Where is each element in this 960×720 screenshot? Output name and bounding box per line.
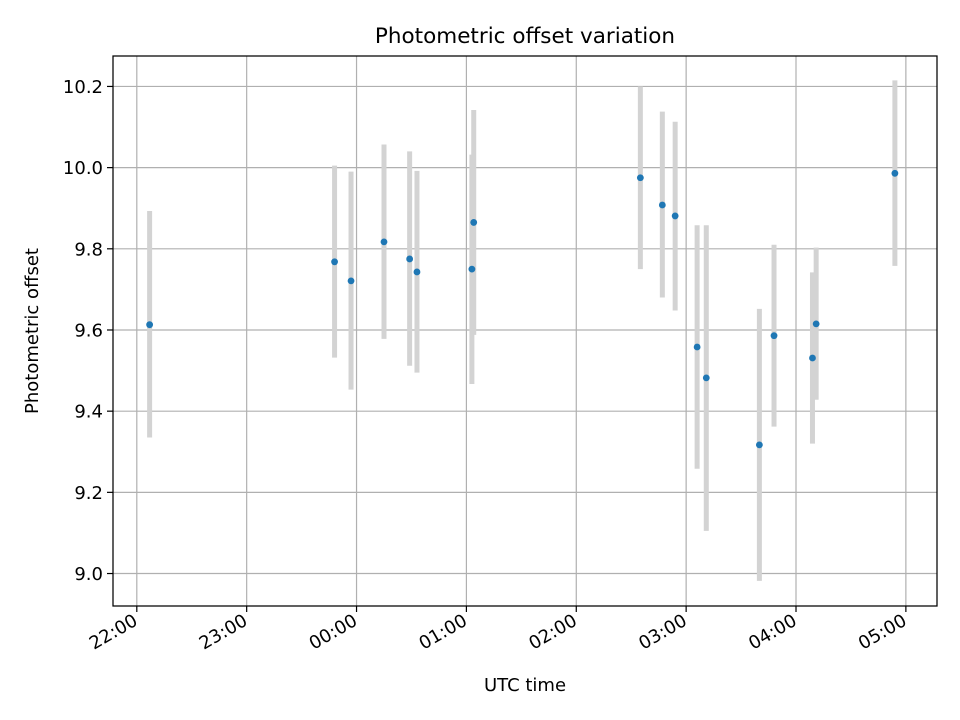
data-point (672, 213, 679, 220)
data-point (381, 239, 388, 246)
data-point (348, 277, 355, 284)
y-tick-label: 9.2 (74, 483, 103, 504)
chart-canvas: 22:00 23:00 00:00 01:00 02:00 03:00 04:00 05:00… (0, 0, 960, 720)
y-axis-label: Photometric offset (22, 248, 43, 414)
y-tick-label: 9.4 (74, 402, 103, 423)
y-tick-label: 9.8 (74, 239, 103, 260)
data-point (146, 321, 153, 328)
data-point (756, 441, 763, 448)
data-point (771, 332, 778, 339)
y-tick-label: 10.2 (63, 77, 103, 98)
y-tick-label: 9.0 (74, 564, 103, 585)
data-point (470, 219, 477, 226)
data-point (891, 170, 898, 177)
data-point (809, 355, 816, 362)
data-point (331, 258, 338, 265)
data-point (659, 202, 666, 209)
data-point (468, 266, 475, 273)
x-axis-label: UTC time (484, 675, 566, 696)
data-point (414, 269, 421, 276)
chart-title: Photometric offset variation (375, 24, 675, 49)
data-point (703, 374, 710, 381)
data-point (637, 174, 644, 181)
data-point (694, 344, 701, 351)
y-tick-label: 9.6 (74, 320, 103, 341)
data-point (813, 320, 820, 327)
y-tick-label: 10.0 (63, 158, 103, 179)
data-point (406, 256, 413, 263)
